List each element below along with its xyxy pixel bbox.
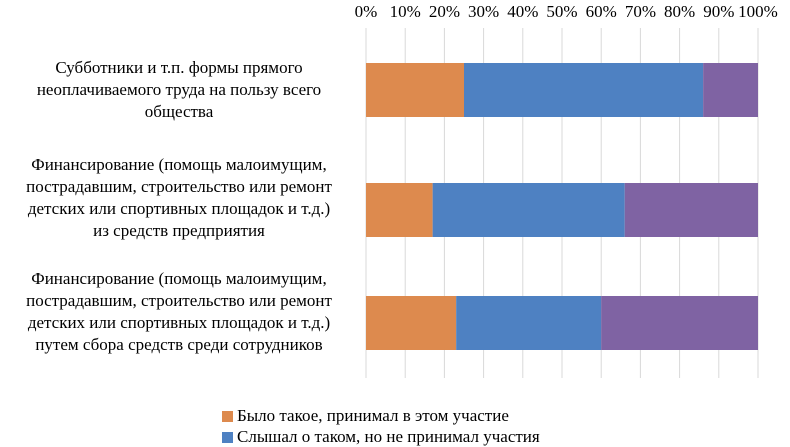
legend-label: Слышал о таком, но не принимал участия — [237, 427, 540, 446]
x-tick-label: 40% — [507, 2, 538, 21]
bar-segment-3-category-3 — [601, 296, 758, 350]
category-label: Финансирование (помощь малоимущим, постра… — [0, 268, 358, 356]
x-tick-label: 20% — [429, 2, 460, 21]
category-label-line: пострадавшим, строительство или ремонт — [26, 177, 332, 196]
bar-segment-1-category-2 — [366, 183, 433, 237]
x-tick-label: 80% — [664, 2, 695, 21]
bar-segment-1-category-3 — [366, 296, 457, 350]
legend-item-participated: Было такое, принимал в этом участие — [222, 406, 509, 426]
legend-swatch-orange — [222, 410, 233, 422]
category-label-line: пострадавшим, строительство или ремонт — [26, 291, 332, 310]
category-label: Субботники и т.п. формы прямого неоплачив… — [0, 57, 358, 123]
bar-segment-1-category-1 — [366, 63, 464, 117]
legend-swatch-blue — [222, 431, 233, 443]
x-tick-label: 60% — [586, 2, 617, 21]
bars — [366, 63, 758, 350]
x-tick-label: 0% — [355, 2, 378, 21]
bar-segment-2-category-3 — [456, 296, 602, 350]
category-label-line: детских или спортивных площадок и т.д.) — [27, 313, 331, 332]
bar-segment-2-category-1 — [464, 63, 704, 117]
category-label-line: Финансирование (помощь малоимущим, — [31, 155, 327, 174]
x-tick-label: 90% — [703, 2, 734, 21]
x-tick-label: 50% — [546, 2, 577, 21]
x-tick-label: 10% — [390, 2, 421, 21]
bar-segment-2-category-2 — [432, 183, 625, 237]
category-label-line: детских или спортивных площадок и т.д.) — [27, 199, 331, 218]
x-tick-label: 100% — [738, 2, 778, 21]
category-label-line: общества — [144, 102, 214, 121]
category-label: Финансирование (помощь малоимущим, постра… — [0, 154, 358, 242]
x-tick-labels: 0% 10% 20% 30% 40% 50% 60% 70% 80% 90% 100% — [355, 2, 778, 21]
x-tick-label: 70% — [625, 2, 656, 21]
x-tick-label: 30% — [468, 2, 499, 21]
legend-label: Было такое, принимал в этом участие — [237, 406, 509, 425]
category-label-line: путем сбора средств среди сотрудников — [35, 335, 323, 354]
category-label-line: Субботники и т.п. формы прямого — [55, 58, 303, 77]
bar-segment-3-category-2 — [624, 183, 758, 237]
legend-item-heard-not-participated: Слышал о таком, но не принимал участия — [222, 427, 540, 447]
category-label-line: неоплачиваемого труда на пользу всего — [36, 80, 322, 99]
category-label-line: из средств предприятия — [93, 221, 265, 240]
category-label-line: Финансирование (помощь малоимущим, — [31, 269, 327, 288]
bar-segment-3-category-1 — [703, 63, 758, 117]
